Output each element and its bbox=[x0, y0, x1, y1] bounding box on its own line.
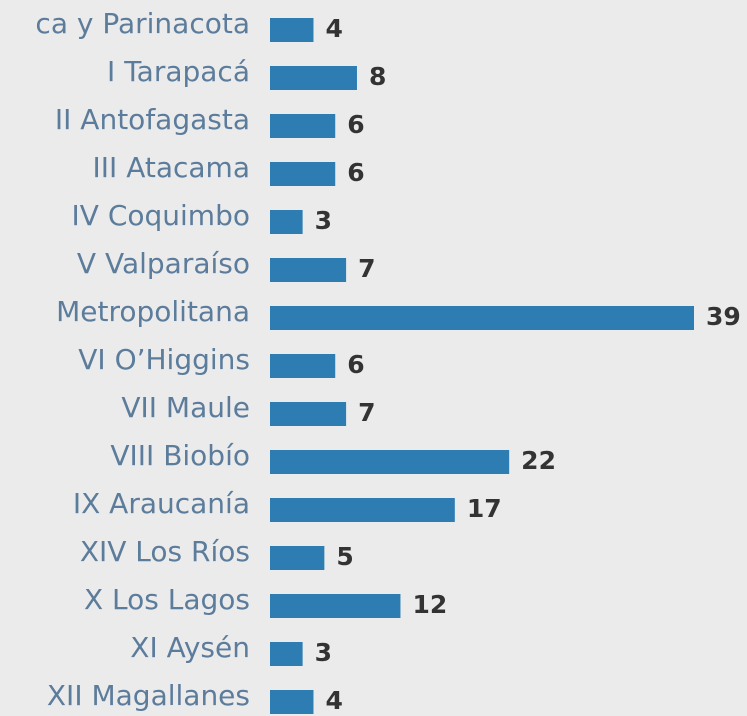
category-label: XIV Los Ríos bbox=[80, 535, 250, 568]
value-label: 6 bbox=[347, 110, 364, 139]
value-label: 12 bbox=[412, 590, 447, 619]
bar bbox=[270, 66, 357, 90]
bar bbox=[270, 594, 401, 618]
category-label: XII Magallanes bbox=[47, 679, 250, 712]
category-label: VII Maule bbox=[121, 391, 250, 424]
bar bbox=[270, 162, 336, 186]
category-label: IX Araucanía bbox=[73, 487, 250, 520]
bar bbox=[270, 498, 455, 522]
bar bbox=[270, 354, 336, 378]
bar bbox=[270, 18, 314, 42]
category-label: ca y Parinacota bbox=[35, 7, 250, 40]
value-label: 5 bbox=[336, 542, 353, 571]
value-label: 7 bbox=[358, 254, 375, 283]
value-label: 4 bbox=[325, 686, 342, 715]
bar bbox=[270, 546, 325, 570]
category-label: IV Coquimbo bbox=[72, 199, 250, 232]
bar bbox=[270, 450, 510, 474]
category-label: Metropolitana bbox=[56, 295, 250, 328]
value-label: 4 bbox=[325, 14, 342, 43]
value-label: 3 bbox=[315, 638, 332, 667]
category-label: III Atacama bbox=[93, 151, 250, 184]
bar bbox=[270, 690, 314, 714]
category-label: XI Aysén bbox=[130, 631, 250, 664]
category-label: II Antofagasta bbox=[55, 103, 250, 136]
category-label: VIII Biobío bbox=[110, 439, 250, 472]
category-label: V Valparaíso bbox=[77, 247, 250, 280]
value-label: 6 bbox=[347, 158, 364, 187]
category-label: X Los Lagos bbox=[84, 583, 250, 616]
value-label: 8 bbox=[369, 62, 386, 91]
bar bbox=[270, 210, 303, 234]
value-label: 7 bbox=[358, 398, 375, 427]
bar bbox=[270, 402, 347, 426]
bar bbox=[270, 642, 303, 666]
value-label: 3 bbox=[315, 206, 332, 235]
value-label: 17 bbox=[467, 494, 502, 523]
bar bbox=[270, 258, 347, 282]
bar bbox=[270, 306, 694, 330]
value-label: 6 bbox=[347, 350, 364, 379]
value-label: 39 bbox=[706, 302, 741, 331]
bar bbox=[270, 114, 336, 138]
category-label: VI O’Higgins bbox=[78, 343, 250, 376]
value-label: 22 bbox=[521, 446, 556, 475]
category-label: I Tarapacá bbox=[107, 55, 250, 88]
